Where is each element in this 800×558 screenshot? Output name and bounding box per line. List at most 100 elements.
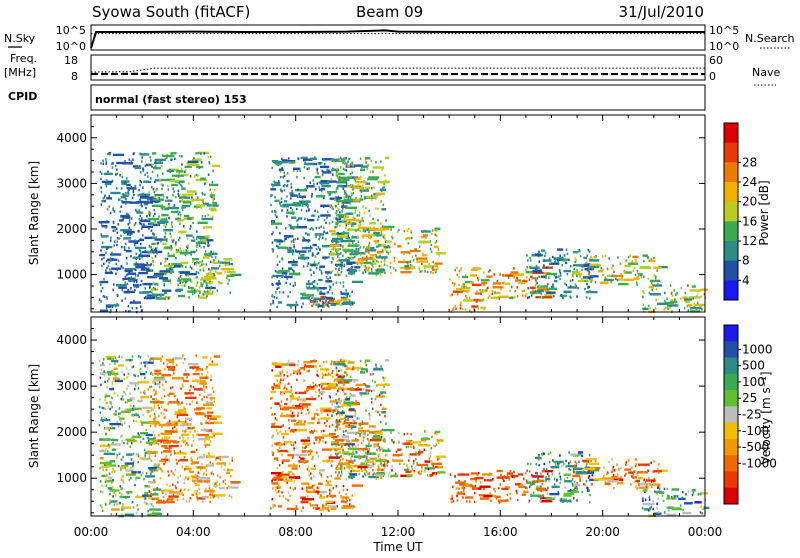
velocity-cell: [119, 492, 121, 494]
power-cell: [282, 267, 284, 269]
power-cell: [630, 255, 632, 257]
velocity-cell: [160, 468, 162, 470]
velocity-cell: [230, 475, 232, 477]
power-cell: [174, 204, 176, 206]
velocity-cell: [122, 475, 124, 477]
velocity-cell: [141, 397, 143, 399]
velocity-cell: [102, 510, 104, 512]
power-cell: [199, 167, 201, 169]
power-cell: [358, 214, 360, 216]
velocity-cell: [148, 494, 150, 496]
power-cell: [321, 194, 323, 196]
power-cell: [390, 228, 392, 230]
power-cell: [114, 210, 116, 212]
velocity-cell: [372, 469, 374, 471]
power-cell: [390, 272, 392, 274]
velocity-cell: [214, 494, 226, 496]
power-cell: [287, 251, 294, 253]
velocity-cell: [223, 480, 225, 482]
velocity-cell: [359, 435, 361, 437]
power-cell: [131, 307, 133, 309]
velocity-cell: [132, 436, 141, 438]
velocity-cell: [154, 437, 156, 439]
power-cell: [306, 247, 308, 249]
power-cell: [288, 224, 290, 226]
power-cell: [143, 223, 145, 225]
velocity-cell: [376, 433, 378, 435]
power-cell: [215, 270, 217, 272]
velocity-cell: [209, 418, 217, 420]
velocity-cell: [310, 431, 312, 433]
power-cell: [105, 252, 107, 254]
velocity-cell: [137, 375, 139, 377]
power-cell: [159, 160, 161, 162]
power-cell: [179, 237, 181, 239]
velocity-cell: [480, 497, 489, 499]
power-cell: [304, 218, 306, 220]
power-cell: [395, 269, 397, 271]
power-cell: [538, 251, 540, 253]
power-cell: [600, 282, 609, 284]
power-cell: [210, 194, 216, 196]
power-cell: [177, 284, 179, 286]
velocity-cell: [166, 409, 168, 411]
power-cell: [358, 248, 360, 250]
power-cell: [469, 297, 471, 299]
power-cell: [212, 216, 214, 218]
velocity-cell: [319, 509, 324, 511]
velocity-cell: [229, 495, 231, 497]
power-cell: [357, 214, 359, 216]
velocity-cell: [308, 370, 310, 372]
velocity-cell: [144, 391, 146, 393]
power-cell: [133, 153, 135, 155]
velocity-cell: [477, 474, 479, 476]
power-cell: [323, 302, 325, 304]
power-cell: [290, 306, 292, 308]
power-cell: [360, 169, 365, 171]
power-cell: [687, 284, 689, 286]
velocity-cell: [554, 483, 556, 485]
power-cell: [133, 284, 135, 286]
power-cell: [346, 213, 353, 215]
power-cell: [186, 234, 193, 236]
velocity-cell: [345, 493, 347, 495]
power-cell: [542, 297, 544, 299]
power-cell: [377, 256, 388, 258]
velocity-cell: [294, 423, 306, 425]
power-cell: [212, 204, 218, 206]
velocity-cell: [340, 477, 342, 479]
velocity-cell: [175, 422, 177, 424]
power-cell: [150, 177, 152, 179]
velocity-cell: [189, 403, 191, 405]
velocity-cell: [196, 490, 198, 492]
power-cell: [350, 173, 352, 175]
velocity-cell: [179, 436, 181, 438]
velocity-cell: [391, 465, 393, 467]
power-cell: [500, 288, 502, 290]
power-cell: [386, 251, 388, 253]
velocity-cell: [225, 464, 227, 466]
power-cell: [383, 204, 385, 206]
velocity-cell: [125, 401, 127, 403]
power-cell: [575, 283, 577, 285]
power-cell: [459, 270, 461, 272]
power-cell: [175, 196, 177, 198]
velocity-cell: [310, 473, 312, 475]
power-cell: [526, 254, 528, 256]
velocity-cell: [338, 362, 340, 364]
velocity-cell: [200, 422, 202, 424]
power-cell: [203, 246, 205, 248]
power-cell: [148, 228, 150, 230]
velocity-cell: [509, 493, 511, 495]
velocity-cell: [162, 437, 164, 439]
power-cell: [687, 309, 689, 311]
power-cell: [493, 286, 504, 288]
velocity-cell: [109, 493, 111, 495]
power-cell: [362, 217, 364, 219]
velocity-cell: [188, 500, 190, 502]
velocity-cell: [589, 501, 591, 503]
velocity-cell: [321, 474, 323, 476]
velocity-cell: [352, 445, 354, 447]
power-cell: [383, 186, 385, 188]
power-cell: [271, 276, 273, 278]
